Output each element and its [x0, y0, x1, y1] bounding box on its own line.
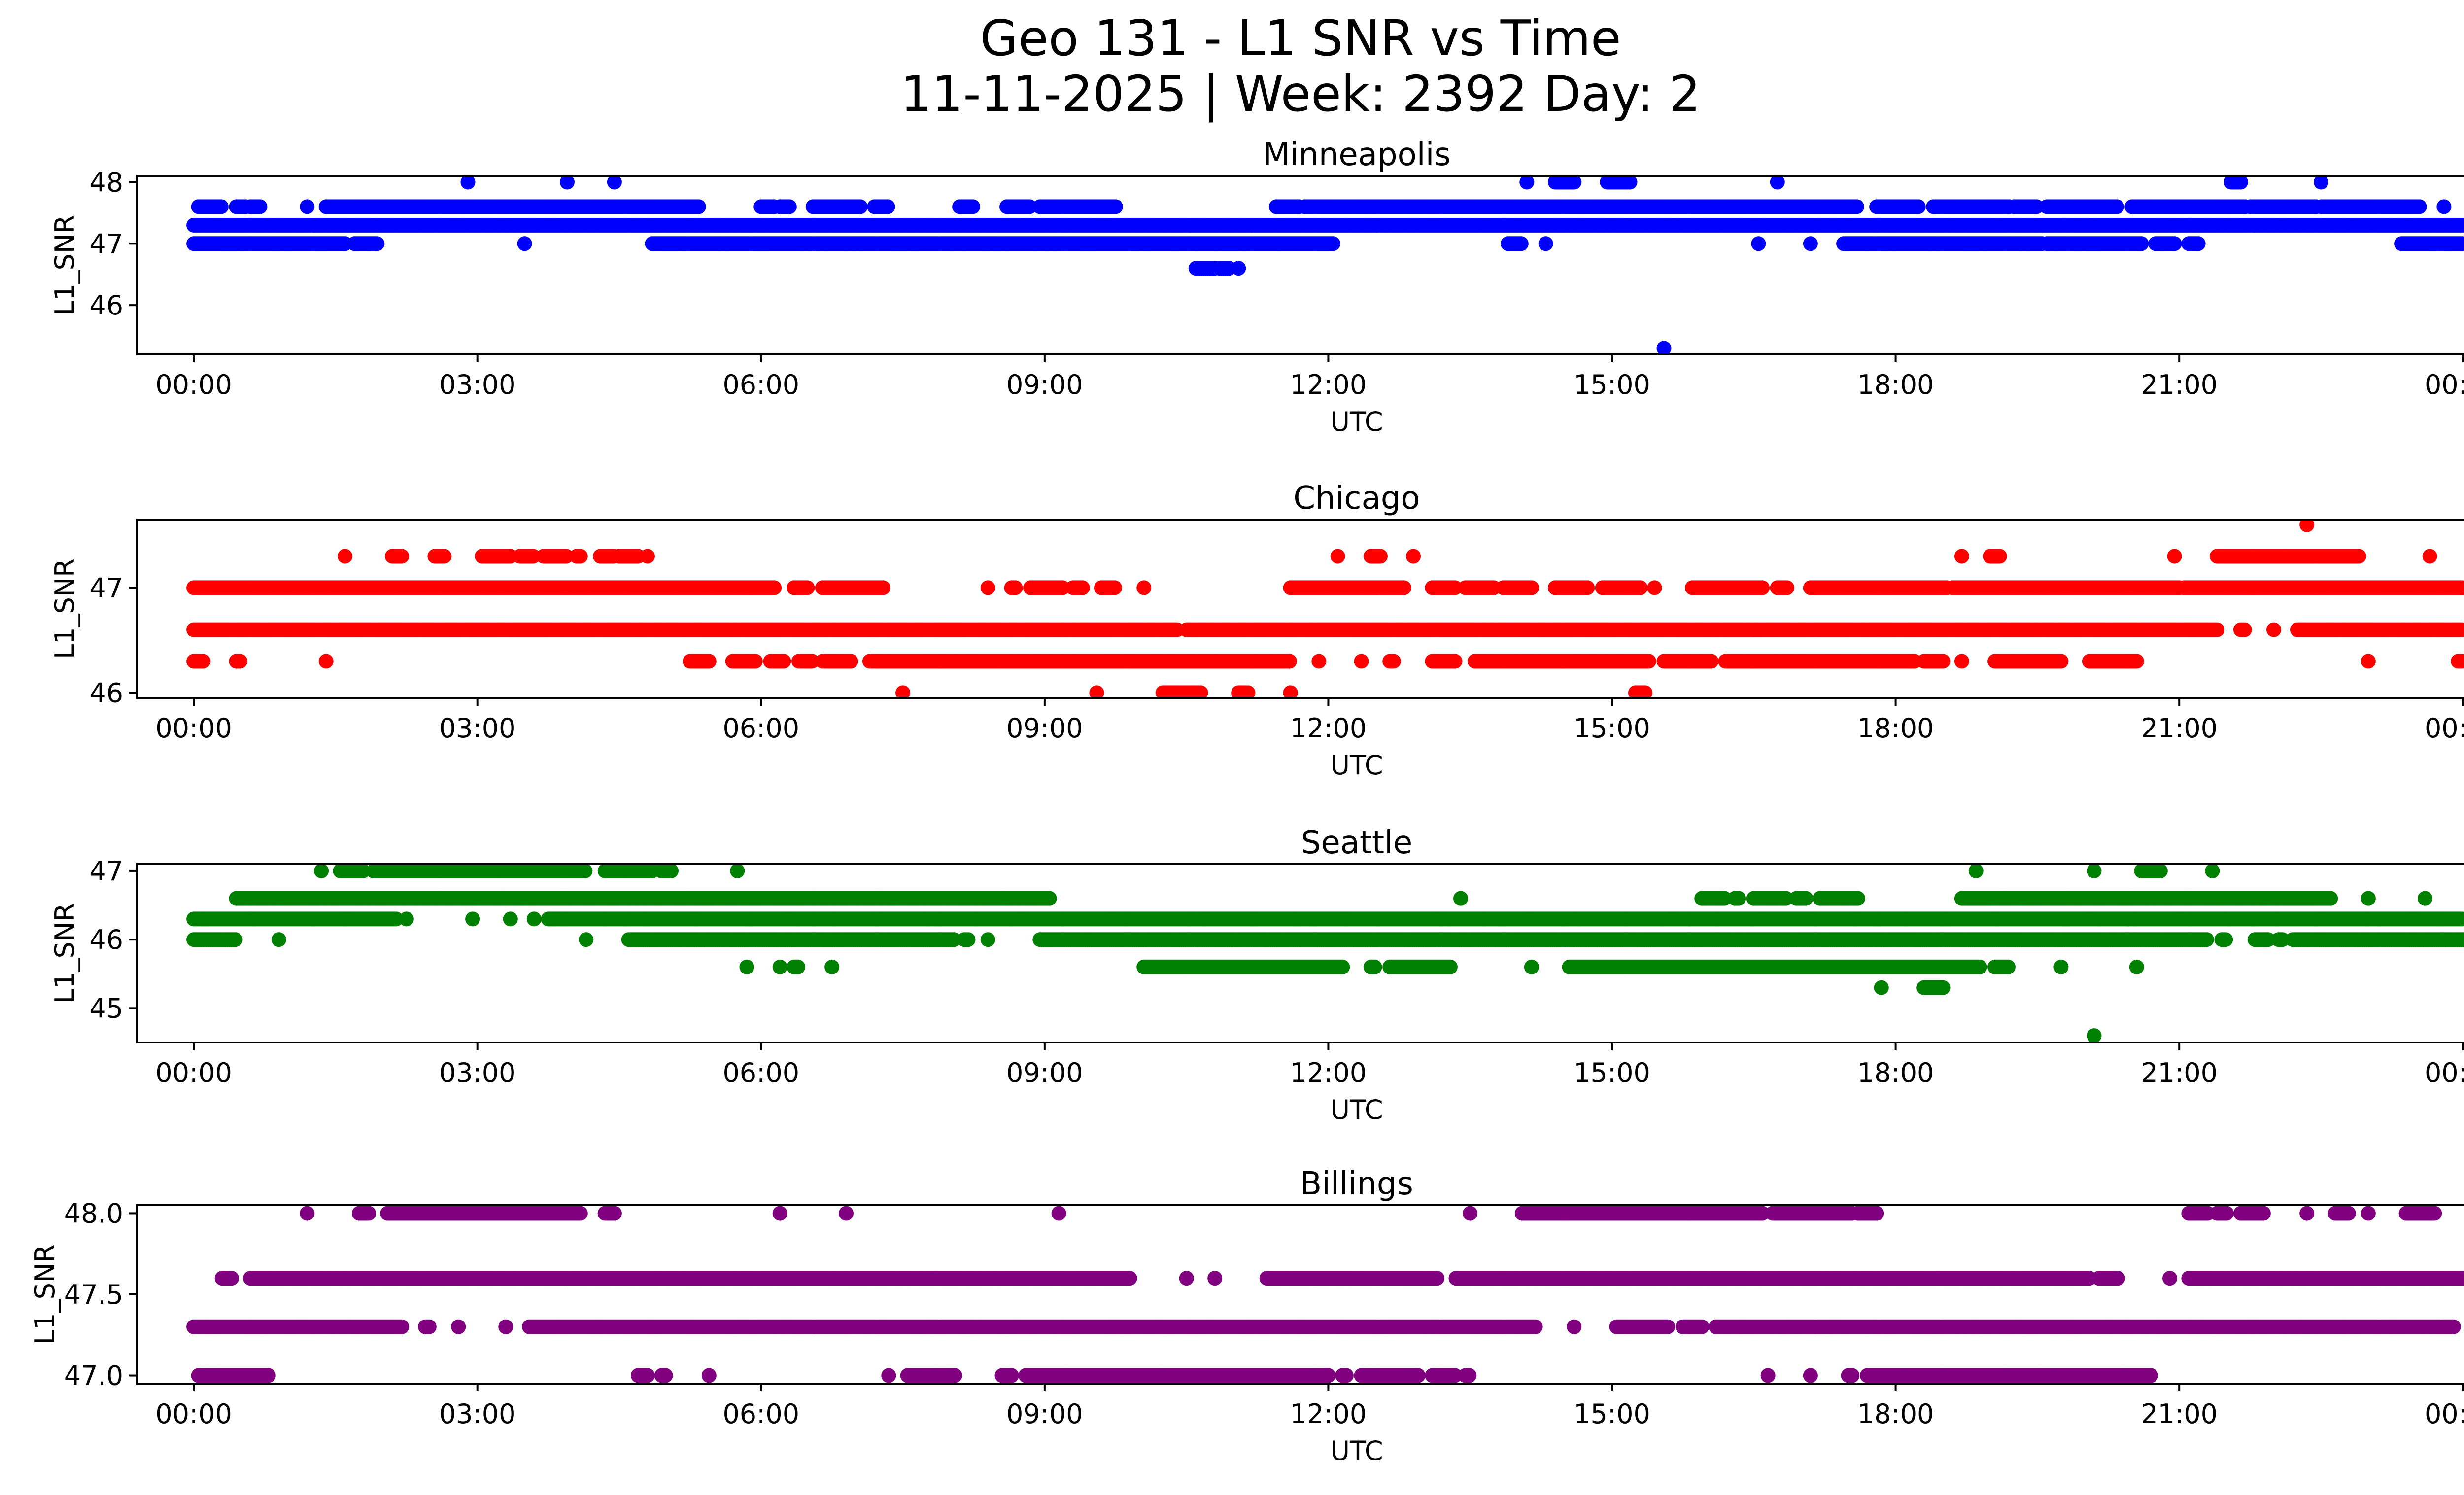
data-point [573, 549, 588, 564]
data-point [1108, 199, 1123, 214]
data-point [1524, 580, 1539, 595]
data-point [2233, 176, 2248, 190]
data-point [1849, 199, 1864, 214]
data-point [1780, 580, 1794, 595]
x-tick-label: 21:00 [2141, 369, 2218, 400]
data-point [800, 580, 815, 595]
data-point [1911, 199, 1926, 214]
subplot-title: Chicago [1293, 480, 1420, 517]
scatter-points [186, 520, 2464, 698]
data-point [1954, 549, 1969, 564]
data-point [517, 236, 532, 251]
data-point [460, 176, 476, 190]
data-point [880, 199, 895, 214]
data-point [2167, 236, 2182, 251]
data-point [1755, 580, 1770, 595]
data-point [853, 199, 868, 214]
data-point [437, 549, 452, 564]
data-point [1656, 341, 1672, 354]
data-point [525, 549, 541, 564]
data-point [1075, 580, 1090, 595]
data-point [1055, 580, 1070, 595]
data-point [782, 199, 797, 214]
data-point [980, 580, 995, 595]
data-point [1567, 176, 1582, 190]
data-point [1633, 580, 1648, 595]
x-axis-label: UTC [1330, 406, 1383, 437]
data-point [1538, 236, 1553, 251]
data-point [2351, 549, 2366, 564]
data-point [2190, 236, 2206, 251]
data-point [1022, 199, 1037, 214]
data-point [2412, 199, 2427, 214]
data-point [965, 199, 980, 214]
data-point [1396, 580, 1411, 595]
data-point [213, 199, 229, 214]
data-point [1751, 236, 1766, 251]
y-tick-label: 46 [89, 290, 123, 321]
data-point [1803, 236, 1818, 251]
data-point [2455, 217, 2464, 233]
data-point [1622, 176, 1638, 190]
data-point [2422, 549, 2437, 564]
data-point [560, 176, 575, 190]
data-point [252, 199, 268, 214]
data-point [875, 580, 890, 595]
data-point [1580, 580, 1595, 595]
data-point [1008, 580, 1023, 595]
chart-title: Geo 131 - L1 SNR vs Time [980, 9, 1621, 67]
data-point [2454, 236, 2464, 251]
data-point [300, 199, 315, 214]
data-point [1519, 176, 1535, 190]
data-point [1330, 549, 1345, 564]
data-point [1647, 580, 1662, 595]
x-tick-label: 06:00 [722, 369, 799, 400]
data-point [1326, 236, 1340, 251]
data-point [767, 580, 782, 595]
data-point [1107, 580, 1122, 595]
data-point [1770, 176, 1785, 190]
data-point [338, 549, 353, 564]
data-point [691, 199, 706, 214]
data-point [2436, 199, 2452, 214]
data-point [2134, 236, 2149, 251]
chart-subtitle: 11-11-2025 | Week: 2392 Day: 2 [900, 65, 1700, 123]
data-point [1136, 580, 1152, 595]
data-point [394, 549, 410, 564]
data-point [607, 176, 622, 190]
axes-frame [136, 175, 2464, 355]
data-point [2314, 176, 2328, 190]
x-tick-label: 00:00 [155, 369, 232, 400]
data-point [2029, 199, 2044, 214]
y-tick-label: 48 [89, 167, 123, 198]
data-point [1513, 236, 1529, 251]
x-tick-label: 09:00 [1006, 369, 1083, 400]
subplot-title: Minneapolis [1263, 137, 1450, 173]
subplots: Minneapolis 46 47 48 L1_SNR 00:00 03:00 06:00 09… [30, 137, 2464, 1466]
data-point [1992, 549, 2007, 564]
x-tick-label: 03:00 [439, 369, 516, 400]
data-point [370, 236, 385, 251]
data-point [640, 549, 655, 564]
subplot-minneapolis: Minneapolis 46 47 48 L1_SNR 00:00 03:00 06:00 09… [49, 137, 2464, 437]
x-tick-label: 18:00 [1857, 369, 1934, 400]
data-point [1447, 580, 1463, 595]
data-point [2299, 520, 2315, 532]
y-tick-label: 47 [89, 228, 123, 259]
x-tick-label: 12:00 [1290, 369, 1367, 400]
data-point [559, 549, 574, 564]
x-tick-label: 15:00 [1574, 369, 1650, 400]
data-point [1406, 549, 1421, 564]
scatter-points [186, 176, 2464, 354]
data-point [2109, 199, 2124, 214]
y-axis-label: L1_SNR [49, 215, 80, 315]
data-point [1231, 261, 1246, 276]
data-point [2167, 549, 2182, 564]
data-point [1373, 549, 1388, 564]
x-tick-label: 00:00 [2425, 369, 2464, 400]
